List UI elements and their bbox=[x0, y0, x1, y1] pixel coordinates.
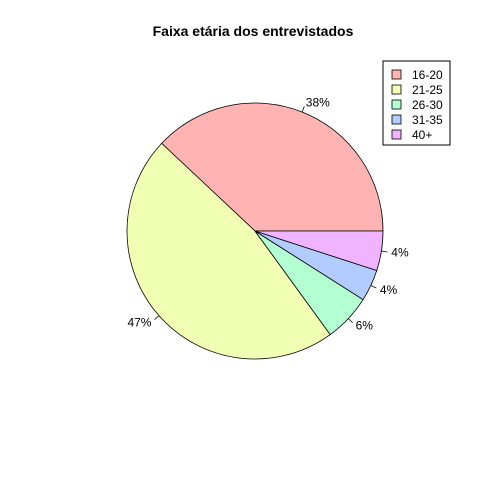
chart-title: Faixa etária dos entrevistados bbox=[153, 23, 354, 39]
legend-swatch bbox=[391, 84, 402, 95]
legend-swatch bbox=[391, 99, 402, 110]
slice-labels: 38% 47% 6% 4% 4% bbox=[127, 96, 409, 333]
legend-swatch bbox=[391, 114, 402, 125]
slice-label: 47% bbox=[127, 315, 151, 329]
slice-label: 4% bbox=[391, 246, 409, 260]
legend-label: 26-30 bbox=[412, 98, 443, 112]
legend-swatch bbox=[391, 129, 402, 140]
legend-label: 40+ bbox=[412, 128, 432, 142]
slice-label-tick bbox=[301, 106, 305, 113]
legend-swatch bbox=[391, 69, 402, 80]
slice-label-tick bbox=[154, 315, 160, 320]
legend-label: 31-35 bbox=[412, 113, 443, 127]
slice-label-tick bbox=[381, 250, 388, 253]
slice-label: 6% bbox=[356, 318, 374, 332]
pie-slices bbox=[126, 102, 384, 360]
pie-slice-16-20 bbox=[161, 102, 384, 232]
slice-label-tick bbox=[370, 285, 377, 289]
slice-label-tick bbox=[348, 318, 353, 324]
pie-slice-40plus bbox=[254, 230, 384, 272]
slice-label: 4% bbox=[380, 283, 398, 297]
legend-label: 21-25 bbox=[412, 83, 443, 97]
pie-slice-21-25 bbox=[126, 142, 331, 360]
legend-label: 16-20 bbox=[412, 68, 443, 82]
slice-label: 38% bbox=[306, 96, 330, 110]
